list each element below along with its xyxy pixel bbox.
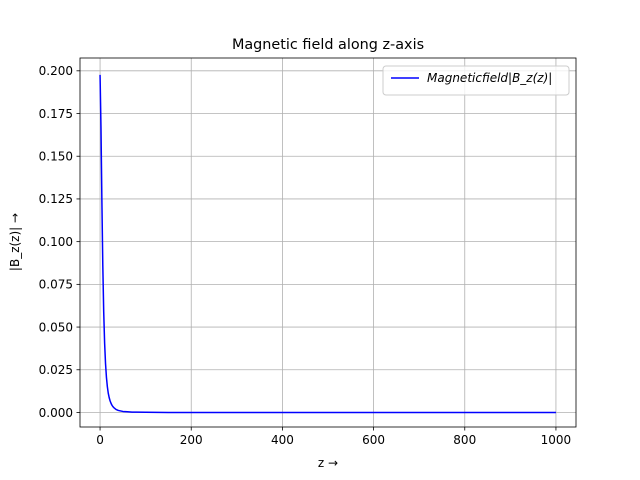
x-tick-label: 1000 bbox=[541, 433, 572, 447]
y-tick-label: 0.100 bbox=[39, 235, 73, 249]
x-axis-label: z → bbox=[318, 456, 338, 470]
x-tick-label: 200 bbox=[180, 433, 203, 447]
x-tick-label: 600 bbox=[362, 433, 385, 447]
series-layer bbox=[99, 74, 556, 414]
legend-label: Magneticfield|B_z(z)| bbox=[427, 71, 552, 85]
chart-title: Magnetic field along z-axis bbox=[232, 37, 424, 53]
legend: Magneticfield|B_z(z)| bbox=[382, 65, 570, 96]
x-tick-label: 400 bbox=[271, 433, 294, 447]
x-tick-label: 0 bbox=[96, 433, 104, 447]
plot-frame bbox=[79, 57, 577, 428]
y-axis-ticks: 0.000 0.025 0.050 0.075 0.100 0.125 0.150 0.175… bbox=[39, 64, 80, 420]
legend-box bbox=[382, 65, 570, 96]
x-tick-label: 800 bbox=[453, 433, 476, 447]
y-tick-label: 0.075 bbox=[39, 278, 73, 292]
series-line bbox=[99, 74, 556, 414]
y-tick-label: 0.175 bbox=[39, 107, 73, 121]
y-tick-label: 0.125 bbox=[39, 192, 73, 206]
y-tick-label: 0.200 bbox=[39, 64, 73, 78]
y-tick-label: 0.000 bbox=[39, 406, 73, 420]
y-tick-label: 0.050 bbox=[39, 320, 73, 334]
y-axis-label: |B_z(z)| → bbox=[8, 213, 22, 271]
plot-area bbox=[80, 58, 576, 427]
y-tick-label: 0.150 bbox=[39, 150, 73, 164]
x-axis-ticks: 0 200 400 600 800 1000 bbox=[96, 427, 571, 447]
y-tick-label: 0.025 bbox=[39, 363, 73, 377]
